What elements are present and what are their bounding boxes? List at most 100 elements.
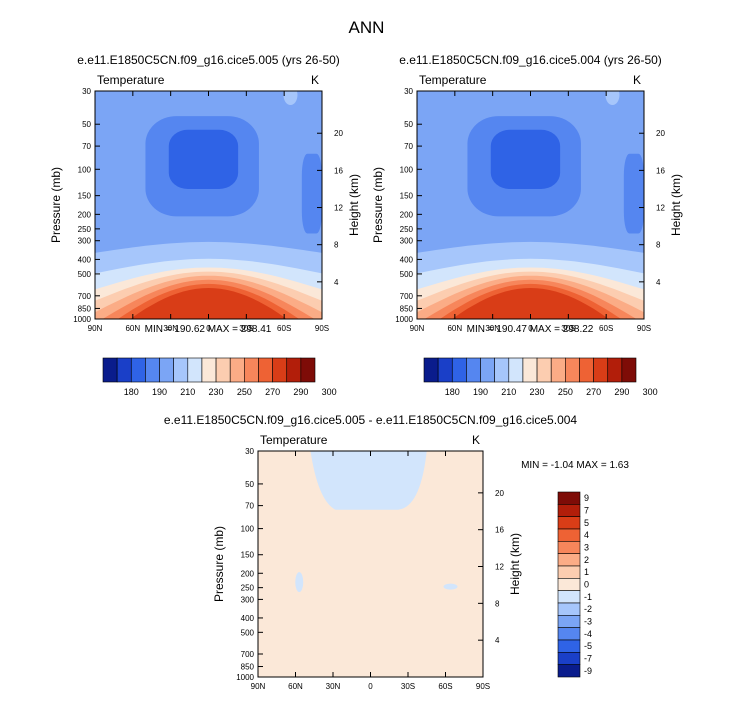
y-tick-label: 850: [400, 304, 414, 313]
colorbar-swatch: [215, 357, 231, 383]
y-right-tick-label: 12: [334, 204, 343, 213]
y-tick-label: 700: [78, 292, 92, 301]
colorbar-swatch: [187, 357, 203, 383]
colorbar-label: -9: [584, 666, 592, 676]
x-tick-label: 0: [206, 324, 211, 333]
x-tick-label: 30S: [401, 682, 415, 691]
variable-label: Temperature: [97, 73, 165, 87]
colorbar-label: 180: [445, 387, 460, 397]
y-tick-label: 30: [404, 87, 413, 96]
y-tick-label: 30: [82, 87, 91, 96]
y-tick-label: 30: [245, 447, 254, 456]
y-axis-label: Pressure (mb): [212, 526, 226, 602]
y-tick-label: 500: [241, 628, 255, 637]
chart-panel-3: [257, 450, 581, 678]
y-tick-label: 200: [400, 210, 414, 219]
y-tick-label: 700: [241, 650, 255, 659]
x-tick-label: 90S: [315, 324, 329, 333]
y-tick-label: 150: [400, 192, 414, 201]
y-tick-label: 250: [241, 584, 255, 593]
colorbar-swatch: [145, 357, 160, 383]
colorbar-swatch: [593, 357, 609, 383]
colorbar-swatch: [557, 652, 581, 665]
x-tick-label: 60S: [438, 682, 452, 691]
colorbar-label: -1: [584, 592, 592, 602]
colorbar-swatch: [300, 357, 316, 383]
colorbar-swatch: [258, 357, 273, 383]
colorbar-swatch: [557, 615, 581, 628]
colorbar-swatch: [173, 357, 189, 383]
y-tick-label: 500: [78, 270, 92, 279]
y-tick-label: 250: [400, 225, 414, 234]
x-tick-label: 90S: [476, 682, 490, 691]
contour-fill: [283, 91, 298, 105]
colorbar-swatch: [116, 357, 132, 383]
colorbar-label: -4: [584, 629, 592, 639]
x-tick-label: 30S: [239, 324, 253, 333]
colorbar-label: 1: [584, 567, 589, 577]
colorbar-label: 230: [530, 387, 545, 397]
colorbar-swatch: [130, 357, 146, 383]
contour-fill: [130, 288, 287, 319]
contour-field: [417, 91, 644, 319]
y-right-axis-label: Height (km): [508, 533, 522, 595]
colorbar-label: -2: [584, 604, 592, 614]
colorbar-swatch: [102, 357, 118, 383]
units-label: K: [311, 73, 319, 87]
colorbar-swatch: [557, 578, 581, 591]
x-tick-label: 90N: [410, 324, 425, 333]
y-tick-label: 850: [78, 304, 92, 313]
colorbar-swatch: [557, 602, 581, 616]
x-tick-label: 60N: [288, 682, 303, 691]
colorbar-label: 2: [584, 555, 589, 565]
contour-fill: [443, 583, 458, 590]
y-right-tick-label: 12: [656, 204, 665, 213]
y-tick-label: 50: [245, 480, 254, 489]
y-tick-label: 500: [400, 270, 414, 279]
x-tick-label: 90N: [251, 682, 266, 691]
y-tick-label: 50: [404, 120, 413, 129]
colorbar-label: 210: [180, 387, 195, 397]
colorbar-swatch: [466, 357, 481, 383]
y-tick-label: 100: [78, 165, 92, 174]
x-tick-label: 30S: [561, 324, 575, 333]
colorbar-swatch: [522, 357, 538, 383]
y-right-tick-label: 20: [656, 129, 665, 138]
y-right-tick-label: 16: [656, 166, 665, 175]
y-tick-label: 1000: [73, 315, 91, 324]
x-tick-label: 0: [528, 324, 533, 333]
contour-fill: [301, 153, 322, 234]
colorbar-label: 9: [584, 493, 589, 503]
colorbar-label: -3: [584, 617, 592, 627]
contour-field: [95, 91, 322, 319]
y-axis-label: Pressure (mb): [371, 167, 385, 243]
min-max-stats: MIN = 190.47 MAX = 298.22: [467, 324, 594, 335]
colorbar-swatch: [557, 528, 581, 542]
contour-fill: [490, 129, 561, 190]
colorbar-label: 300: [322, 387, 337, 397]
page-title: ANN: [348, 18, 385, 37]
y-tick-label: 300: [241, 595, 255, 604]
colorbar-swatch: [437, 357, 453, 383]
y-tick-label: 1000: [395, 315, 413, 324]
y-tick-label: 300: [78, 237, 92, 246]
y-right-tick-label: 4: [495, 636, 500, 645]
colorbar-swatch: [557, 590, 581, 604]
colorbar-label: 230: [209, 387, 224, 397]
y-tick-label: 250: [78, 225, 92, 234]
y-right-tick-label: 8: [495, 599, 500, 608]
contour-fill: [310, 451, 427, 510]
colorbar-label: 7: [584, 506, 589, 516]
colorbar-swatch: [201, 357, 217, 383]
colorbar-label: 5: [584, 518, 589, 528]
units-label: K: [472, 433, 480, 447]
colorbar-swatch: [557, 553, 581, 567]
chart-panel-1: [94, 90, 323, 383]
x-tick-label: 30N: [485, 324, 500, 333]
colorbar-swatch: [579, 357, 594, 383]
y-right-tick-label: 8: [334, 241, 339, 250]
colorbar-swatch: [229, 357, 245, 383]
x-tick-label: 60N: [447, 324, 462, 333]
y-right-axis-label: Height (km): [669, 174, 683, 236]
colorbar-swatch: [557, 504, 581, 517]
